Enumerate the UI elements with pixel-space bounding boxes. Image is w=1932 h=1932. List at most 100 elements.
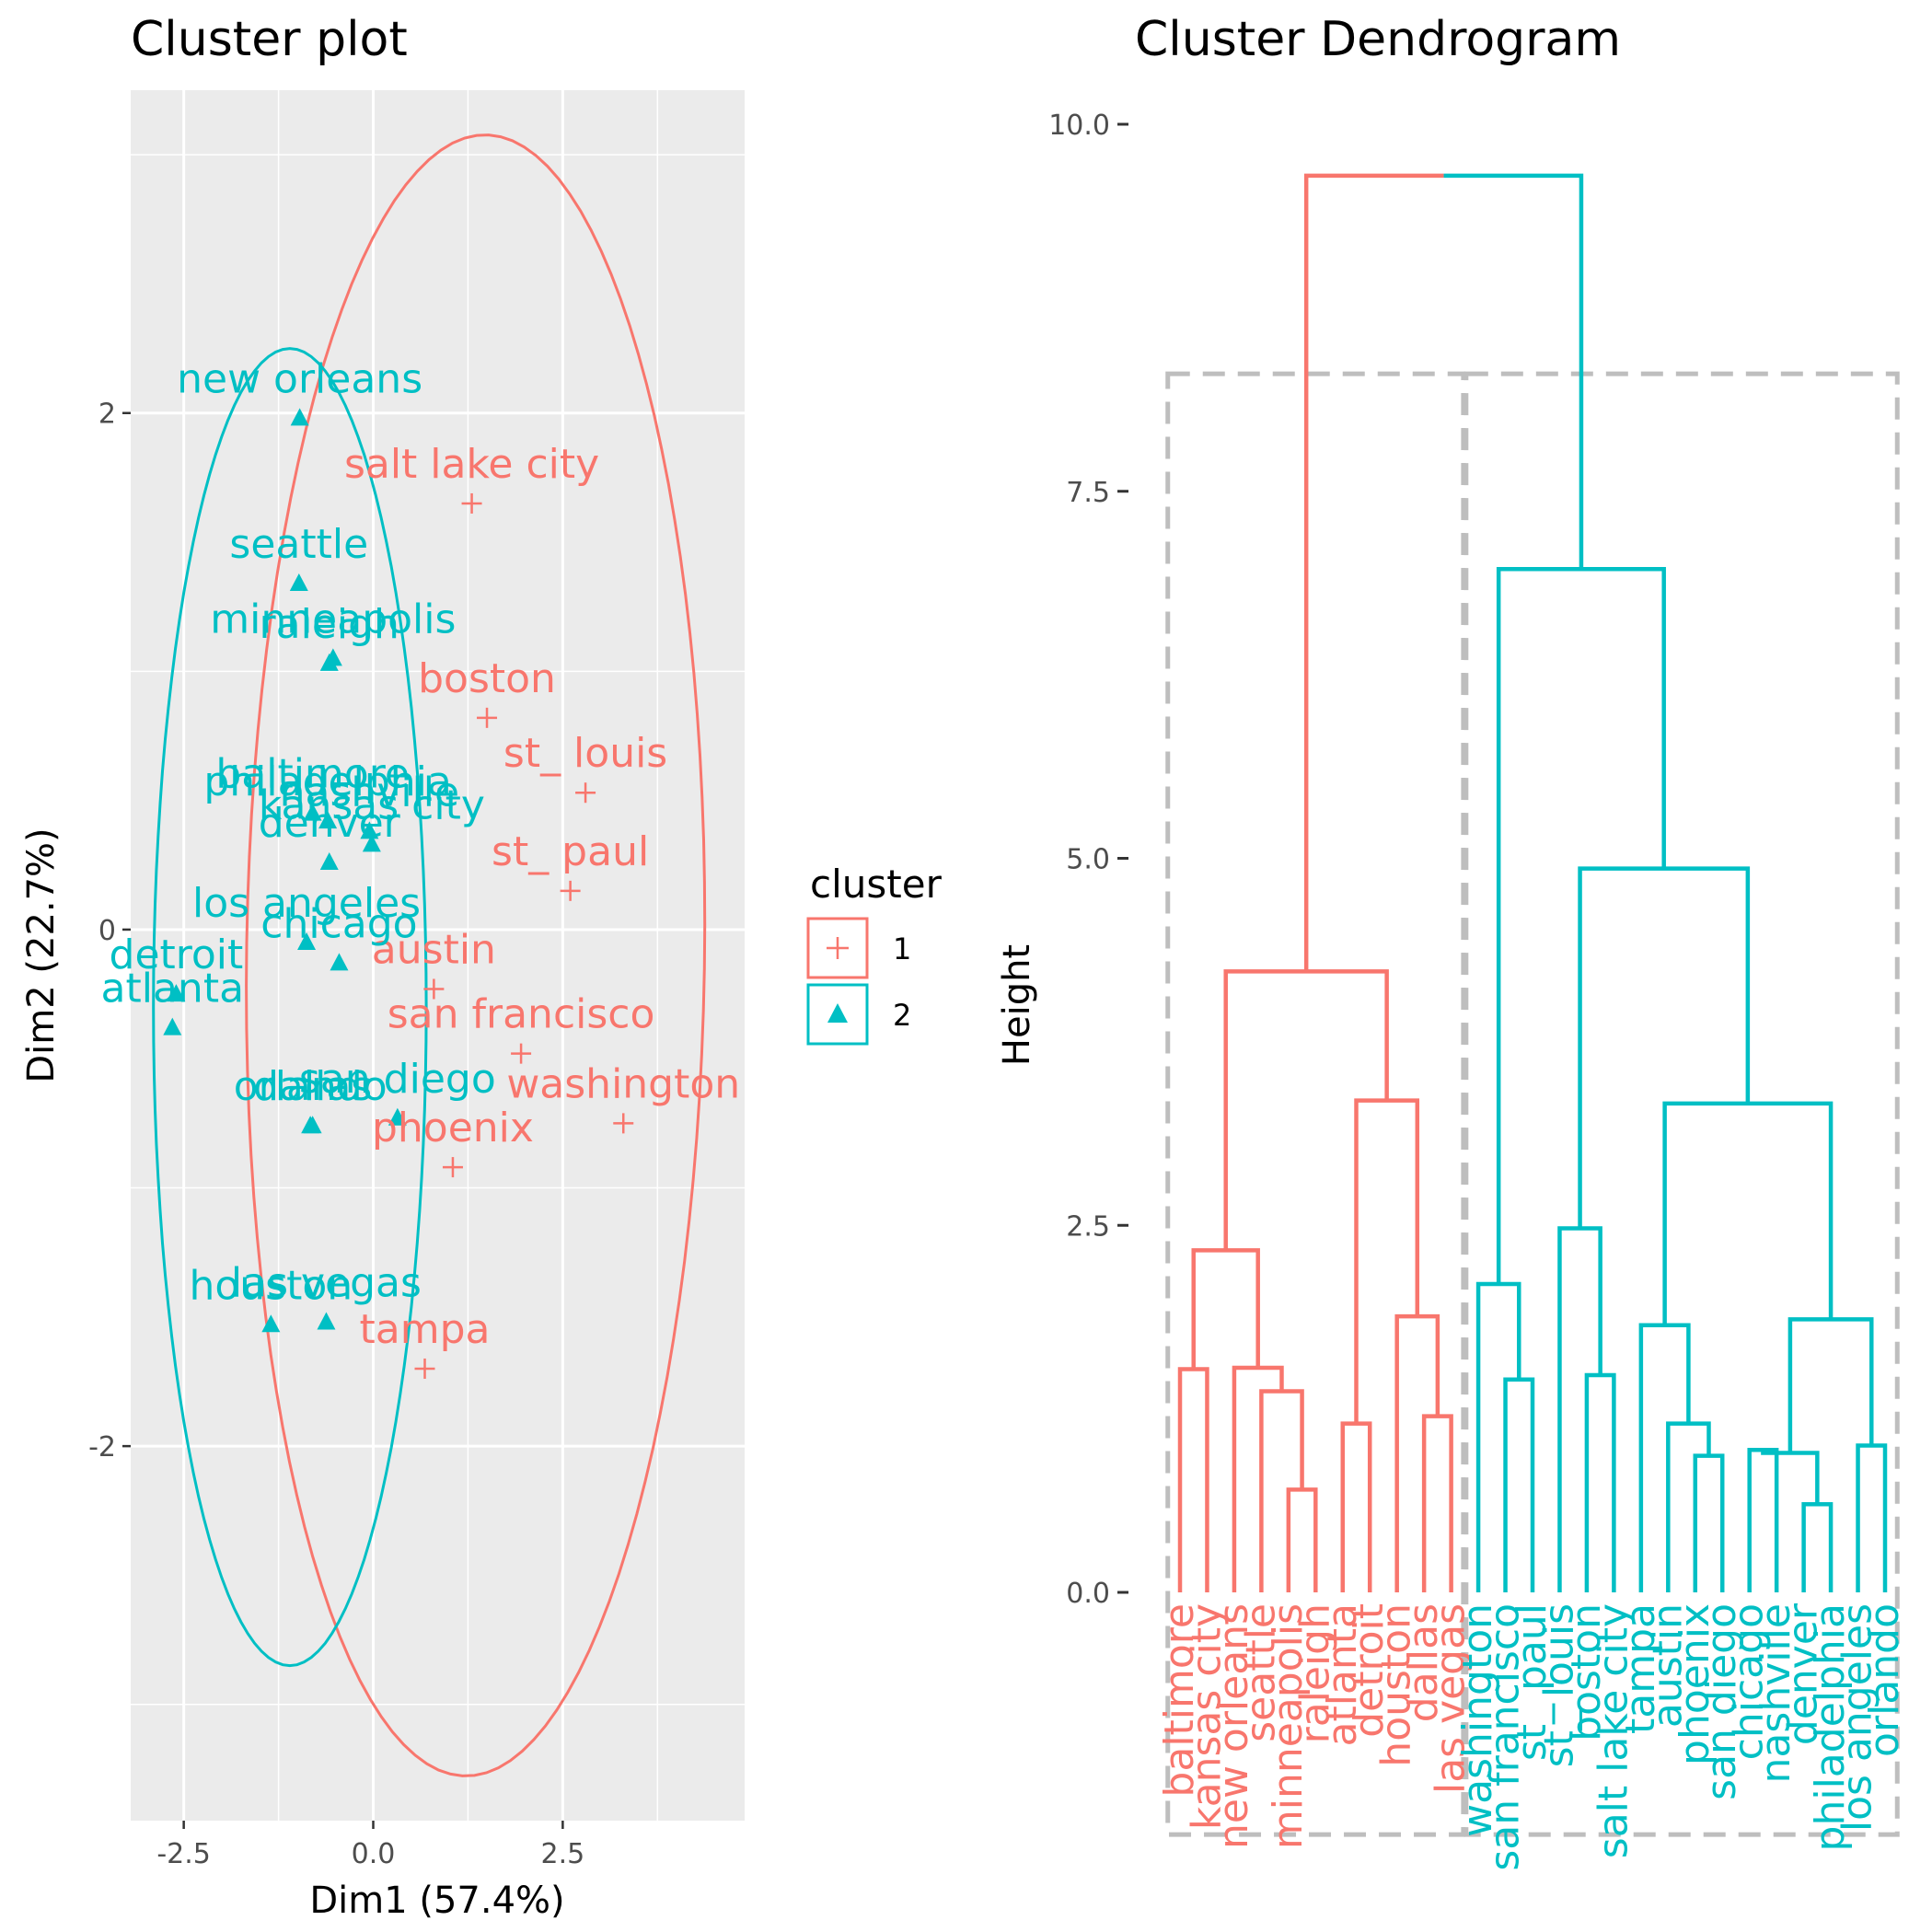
point-label: san diego: [299, 1056, 496, 1103]
dendrogram-y-tick-label: 2.5: [1066, 1210, 1110, 1243]
link: [1584, 1372, 1616, 1592]
point-label: nashville: [280, 769, 459, 816]
point-label: houston: [189, 1262, 353, 1309]
dendrogram-cut-boxes: [1165, 371, 1900, 1837]
x-tick-label: 0.0: [352, 1838, 396, 1870]
link: [1801, 1502, 1834, 1592]
point-label: las vegas: [231, 1259, 422, 1306]
cluster-plot-y-ticks: -2 0 2: [88, 399, 131, 1463]
point-label: raleigh: [260, 601, 399, 648]
leaf-label: austin: [1644, 1603, 1691, 1728]
link-root-right: [1443, 173, 1584, 570]
link: [1340, 1421, 1372, 1592]
link: [1259, 1389, 1304, 1592]
leaf-label: las vegas: [1428, 1603, 1475, 1794]
point-plus: [511, 1043, 532, 1064]
cut-box-0: [1165, 371, 1466, 1837]
point-label: seattle: [229, 521, 368, 568]
leaf-label: philadelphia: [1807, 1603, 1854, 1851]
point-label: phoenix: [372, 1105, 534, 1151]
link: [1662, 1101, 1834, 1325]
leaf-label: denver: [1780, 1602, 1827, 1745]
x-tick-label: -2.5: [156, 1838, 211, 1870]
point-triangle: [317, 1312, 336, 1330]
cluster-plot-title: Cluster plot: [131, 12, 408, 67]
leaf-label: seattle: [1237, 1603, 1284, 1742]
leaf-label: atlanta: [1319, 1603, 1366, 1747]
leaf-label: salt lake city: [1590, 1603, 1637, 1858]
cluster-plot-grid: [131, 90, 745, 1821]
point-triangle: [289, 573, 308, 591]
point-label: dallas: [253, 1063, 372, 1110]
point-label: atlanta: [101, 966, 245, 1012]
point-label: minneapolis: [210, 596, 456, 642]
point-triangle: [318, 811, 338, 829]
point-label: san francisco: [388, 991, 655, 1038]
cluster-plot-y-axis-title: Dim2 (22.7%): [20, 827, 63, 1082]
point-plus: [613, 1113, 634, 1134]
legend-entries: 12: [806, 917, 911, 1046]
leaf-label: minneapolis: [1265, 1603, 1312, 1849]
link: [1693, 1453, 1725, 1592]
point-triangle: [261, 1314, 281, 1333]
leaf-label: chicago: [1726, 1603, 1773, 1760]
link: [1223, 969, 1389, 1251]
leaf-label: washington: [1454, 1603, 1501, 1837]
legend: cluster 12: [806, 862, 943, 1046]
leaf-label: phoenix: [1672, 1603, 1718, 1765]
link: [1394, 1313, 1440, 1592]
link: [1421, 1414, 1453, 1592]
cluster-point-labels: salt lake city boston st_ louis st_ paul aus…: [101, 355, 741, 1353]
point-label: chicago: [260, 900, 417, 947]
link: [1557, 1226, 1602, 1592]
leaf-label: los angeles: [1834, 1603, 1881, 1832]
point-label: orlando: [234, 1063, 388, 1110]
leaf-label: san francisco: [1482, 1603, 1529, 1871]
link: [1787, 1317, 1874, 1453]
point-plus: [461, 492, 482, 514]
point-plus: [560, 880, 581, 901]
x-tick-label: 2.5: [541, 1838, 585, 1870]
link: [1177, 1367, 1209, 1592]
cut-box-1: [1463, 371, 1900, 1837]
cluster-points: [163, 408, 634, 1379]
point-triangle: [319, 851, 339, 870]
point-label: detroit: [110, 931, 244, 978]
dendrogram-links: [1177, 173, 1888, 1592]
point-triangle: [167, 984, 186, 1002]
link: [1761, 1450, 1820, 1505]
cluster-1-ellipse: [245, 133, 707, 1777]
y-tick-label: 0: [98, 915, 116, 947]
point-label: austin: [372, 926, 496, 973]
cluster-2-ellipse: [152, 347, 428, 1668]
point-label: boston: [418, 655, 556, 702]
leaf-label: nashville: [1753, 1603, 1799, 1783]
point-label: philadelphia: [203, 758, 451, 805]
point-triangle: [163, 1017, 182, 1035]
link: [1666, 1421, 1711, 1592]
legend-title: cluster: [810, 862, 943, 907]
leaf-label: dallas: [1400, 1603, 1447, 1722]
leaf-label: st_ louis: [1535, 1603, 1582, 1767]
point-label: baltimore: [215, 751, 410, 798]
point-triangle: [319, 653, 339, 671]
link: [1232, 1365, 1284, 1592]
leaf-label: tampa: [1617, 1603, 1664, 1734]
point-triangle: [297, 931, 317, 950]
point-label: tampa: [360, 1306, 491, 1353]
leaf-label: st_ paul: [1509, 1603, 1556, 1761]
dendrogram-y-axis-title: Height: [996, 944, 1038, 1066]
point-plus: [575, 782, 596, 804]
legend-label: 2: [893, 998, 911, 1033]
link: [1354, 1098, 1420, 1424]
cluster-plot-x-ticks: -2.5 0.0 2.5: [156, 1821, 584, 1870]
dendrogram-y-tick-label: 5.0: [1066, 844, 1110, 876]
link: [1856, 1443, 1888, 1592]
link: [1747, 1448, 1779, 1592]
point-plus: [414, 1358, 435, 1379]
point-label: washington: [506, 1060, 740, 1107]
dendrogram: Cluster Dendrogram 0.0 2.5 5.0 7.5 10.0 Heig…: [996, 12, 1908, 1871]
y-tick-label: -2: [88, 1431, 116, 1463]
